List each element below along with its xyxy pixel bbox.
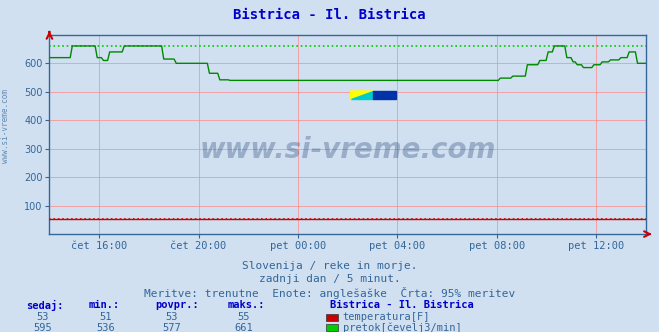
Text: 51: 51 — [100, 312, 111, 322]
Text: maks.:: maks.: — [227, 300, 265, 310]
Polygon shape — [351, 91, 373, 99]
Text: 53: 53 — [37, 312, 49, 322]
Text: www.si-vreme.com: www.si-vreme.com — [1, 89, 10, 163]
Text: Bistrica - Il. Bistrica: Bistrica - Il. Bistrica — [330, 300, 473, 310]
Text: pretok[čevelj3/min]: pretok[čevelj3/min] — [343, 323, 461, 332]
Text: zadnji dan / 5 minut.: zadnji dan / 5 minut. — [258, 274, 401, 284]
Text: 536: 536 — [96, 323, 115, 332]
Text: 595: 595 — [34, 323, 52, 332]
Text: 53: 53 — [165, 312, 177, 322]
Polygon shape — [351, 91, 373, 99]
Text: temperatura[F]: temperatura[F] — [343, 312, 430, 322]
Polygon shape — [373, 91, 396, 99]
Text: 55: 55 — [238, 312, 250, 322]
Text: sedaj:: sedaj: — [26, 300, 64, 311]
Text: Bistrica - Il. Bistrica: Bistrica - Il. Bistrica — [233, 8, 426, 22]
Text: povpr.:: povpr.: — [155, 300, 198, 310]
Text: 661: 661 — [235, 323, 253, 332]
Text: Slovenija / reke in morje.: Slovenija / reke in morje. — [242, 261, 417, 271]
Text: Meritve: trenutne  Enote: anglešaške  Črta: 95% meritev: Meritve: trenutne Enote: anglešaške Črta… — [144, 287, 515, 299]
Text: www.si-vreme.com: www.si-vreme.com — [200, 136, 496, 164]
Text: min.:: min.: — [89, 300, 120, 310]
Text: 577: 577 — [162, 323, 181, 332]
